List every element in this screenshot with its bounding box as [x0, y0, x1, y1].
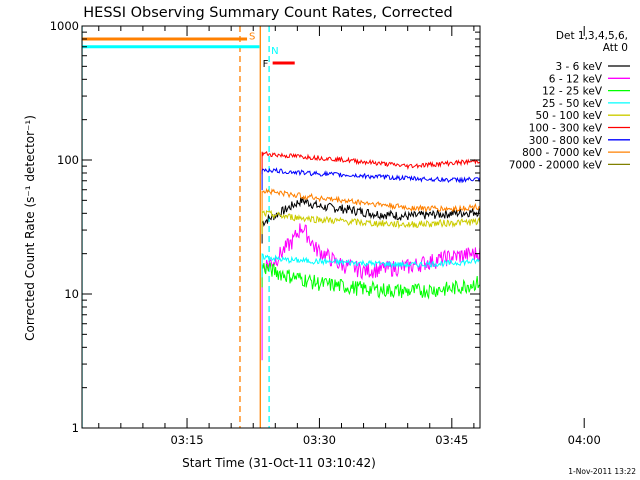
series-50-100-kev-trace: [261, 209, 480, 235]
footer-timestamp: 1-Nov-2011 13:22: [568, 467, 636, 476]
x-tick-label: 03:30: [303, 433, 336, 447]
series-6-12-kev-trace: [261, 223, 480, 361]
status-bar-label: N: [271, 46, 278, 57]
series-300-800-kev-trace: [261, 167, 480, 191]
status-bar-label: S: [249, 31, 255, 42]
legend-header-line-1: Det 1,3,4,5,6,: [556, 30, 628, 42]
plot-area: [82, 26, 480, 428]
legend-25-50-kev-label: 25 - 50 keV: [542, 98, 603, 110]
y-axis-label: Corrected Count Rate (s⁻¹ detector⁻¹): [23, 115, 37, 341]
x-tick-label: 03:15: [170, 433, 203, 447]
chart-title: HESSI Observing Summary Count Rates, Cor…: [83, 5, 452, 21]
legend-header-line-2: Att 0: [603, 42, 628, 54]
x-tick-label: 04:00: [568, 433, 601, 447]
legend-800-7000-kev-label: 800 - 7000 keV: [522, 147, 603, 159]
y-tick-label: 10: [64, 287, 79, 301]
plot-frame: [81, 25, 481, 429]
legend-7000-20000-kev-label: 7000 - 20000 keV: [509, 159, 603, 171]
legend-6-12-kev-label: 6 - 12 keV: [549, 73, 603, 85]
legend-3-6-kev-label: 3 - 6 keV: [555, 61, 602, 73]
legend-300-800-kev-label: 300 - 800 keV: [529, 135, 603, 147]
series-100-300-kev-trace: [261, 151, 480, 175]
legend-100-300-kev-label: 100 - 300 keV: [529, 123, 603, 135]
y-tick-label: 100: [57, 153, 79, 167]
series-3-6-kev-trace: [261, 196, 480, 244]
legend-50-100-kev-label: 50 - 100 keV: [535, 110, 602, 122]
x-tick-label: 03:45: [435, 433, 468, 447]
y-tick-label: 1000: [50, 19, 79, 33]
series-25-50-kev-trace: [261, 253, 480, 278]
x-axis-label: Start Time (31-Oct-11 03:10:42): [182, 456, 376, 470]
y-tick-label: 1: [72, 421, 79, 435]
status-bar-label: F: [263, 59, 269, 70]
series-800-7000-kev-trace: [261, 187, 480, 213]
series-12-25-kev-trace: [261, 262, 480, 300]
legend-12-25-kev-label: 12 - 25 keV: [542, 86, 603, 98]
